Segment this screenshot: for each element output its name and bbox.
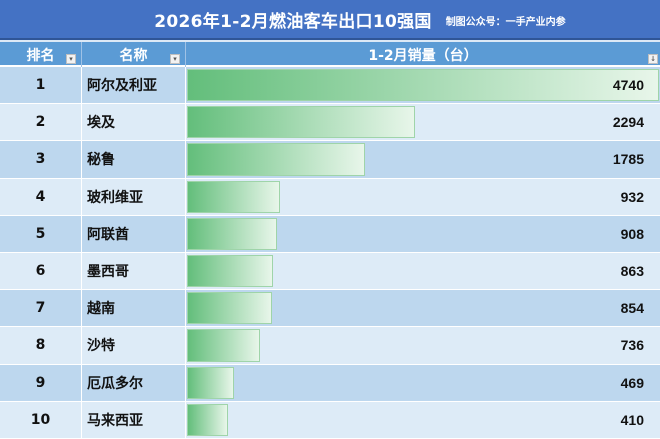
title-bar: 2026年1-2月燃油客车出口10强国 制图公众号：一手产业内参 — [0, 0, 660, 40]
name-cell[interactable]: 沙特 — [82, 327, 186, 364]
name-cell[interactable]: 墨西哥 — [82, 252, 186, 290]
sales-value: 854 — [620, 300, 644, 317]
name-cell[interactable]: 秘鲁 — [82, 141, 186, 178]
sales-value: 863 — [620, 263, 644, 280]
table-body: 1 阿尔及利亚 4740 2 埃及 2294 3 秘鲁 1785 4 玻利维亚 932 5 阿联酋 908 6… — [0, 67, 660, 439]
country-name: 厄瓜多尔 — [87, 375, 143, 392]
sales-value: 932 — [620, 188, 644, 205]
table-row[interactable]: 1 阿尔及利亚 4740 — [0, 67, 660, 105]
rank-cell[interactable]: 3 — [0, 141, 82, 178]
sales-cell[interactable]: 1785 — [186, 141, 660, 177]
sales-cell[interactable]: 854 — [186, 290, 660, 326]
column-header-rank[interactable]: 排名 ▾ — [0, 42, 82, 67]
country-name: 沙特 — [87, 338, 115, 355]
data-bar — [187, 292, 272, 325]
sort-desc-icon[interactable]: ↓ — [648, 54, 658, 64]
column-header-sales[interactable]: 1-2月销量（台） ↓ — [186, 42, 660, 67]
data-bar — [187, 254, 273, 288]
country-name: 秘鲁 — [87, 152, 115, 169]
data-bar — [187, 106, 415, 139]
name-cell[interactable]: 阿联酋 — [82, 215, 186, 252]
sales-cell[interactable]: 932 — [186, 179, 660, 215]
rank-value: 1 — [35, 77, 46, 94]
data-bar — [187, 143, 365, 176]
country-name: 越南 — [87, 301, 115, 318]
rank-value: 3 — [35, 151, 46, 168]
rank-value: 7 — [35, 300, 46, 317]
country-name: 墨西哥 — [87, 264, 129, 281]
sales-cell[interactable]: 908 — [186, 216, 660, 252]
sales-cell[interactable]: 2294 — [186, 104, 660, 140]
table-header: 排名 ▾ 名称 ▾ 1-2月销量（台） ↓ — [0, 42, 660, 67]
table-row[interactable]: 3 秘鲁 1785 — [0, 141, 660, 179]
table-row[interactable]: 2 埃及 2294 — [0, 104, 660, 142]
rank-cell[interactable]: 5 — [0, 215, 82, 252]
rank-value: 8 — [35, 337, 46, 354]
rank-value: 5 — [35, 225, 46, 242]
data-bar — [187, 180, 280, 213]
table-row[interactable]: 10 马来西亚 410 — [0, 401, 660, 439]
sales-value: 2294 — [612, 114, 644, 131]
rank-cell[interactable]: 1 — [0, 67, 82, 104]
country-name: 马来西亚 — [87, 412, 143, 429]
filter-dropdown-icon[interactable]: ▾ — [66, 54, 76, 64]
rank-value: 2 — [35, 114, 46, 131]
sales-cell[interactable]: 4740 — [186, 67, 660, 103]
rank-value: 10 — [30, 411, 51, 428]
column-header-sales-label: 1-2月销量（台） — [368, 47, 478, 64]
country-name: 埃及 — [87, 115, 115, 132]
table-row[interactable]: 4 玻利维亚 932 — [0, 178, 660, 216]
rank-value: 6 — [35, 263, 46, 280]
sales-value: 908 — [620, 225, 644, 242]
name-cell[interactable]: 厄瓜多尔 — [82, 364, 186, 401]
data-bar — [187, 69, 659, 102]
name-cell[interactable]: 越南 — [82, 290, 186, 327]
name-cell[interactable]: 埃及 — [82, 104, 186, 141]
data-bar — [187, 217, 277, 250]
column-header-name-label: 名称 — [119, 47, 148, 64]
sales-value: 410 — [620, 411, 644, 428]
name-cell[interactable]: 玻利维亚 — [82, 178, 186, 215]
rank-value: 4 — [35, 188, 46, 205]
rank-cell[interactable]: 8 — [0, 327, 82, 364]
data-bar — [187, 329, 260, 362]
rank-value: 9 — [35, 374, 46, 391]
sales-cell[interactable]: 469 — [186, 365, 660, 401]
table-row[interactable]: 5 阿联酋 908 — [0, 215, 660, 253]
column-header-name[interactable]: 名称 ▾ — [82, 42, 186, 67]
table-row[interactable]: 9 厄瓜多尔 469 — [0, 364, 660, 402]
table-row[interactable]: 7 越南 854 — [0, 290, 660, 328]
name-cell[interactable]: 阿尔及利亚 — [82, 67, 186, 104]
sales-value: 469 — [620, 374, 644, 391]
chart-title: 2026年1-2月燃油客车出口10强国 — [154, 11, 432, 32]
data-bar — [187, 366, 234, 399]
rank-cell[interactable]: 9 — [0, 364, 82, 401]
rank-cell[interactable]: 7 — [0, 290, 82, 327]
sales-cell[interactable]: 863 — [186, 253, 660, 289]
sales-cell[interactable]: 736 — [186, 327, 660, 363]
rank-cell[interactable]: 6 — [0, 252, 82, 290]
column-header-rank-label: 排名 — [26, 47, 55, 64]
rank-cell[interactable]: 10 — [0, 401, 82, 438]
country-name: 玻利维亚 — [87, 189, 143, 206]
sales-value: 4740 — [612, 77, 644, 94]
chart-subtitle: 制图公众号：一手产业内参 — [445, 17, 566, 28]
table-row[interactable]: 6 墨西哥 863 — [0, 252, 660, 291]
name-cell[interactable]: 马来西亚 — [82, 401, 186, 438]
filter-dropdown-icon[interactable]: ▾ — [170, 54, 180, 64]
country-name: 阿尔及利亚 — [87, 78, 157, 95]
sales-value: 736 — [620, 337, 644, 354]
sales-cell[interactable]: 410 — [186, 402, 660, 438]
sales-value: 1785 — [612, 151, 644, 168]
table-row[interactable]: 8 沙特 736 — [0, 327, 660, 365]
data-bar — [187, 403, 228, 436]
rank-cell[interactable]: 4 — [0, 178, 82, 215]
rank-cell[interactable]: 2 — [0, 104, 82, 141]
country-name: 阿联酋 — [87, 226, 129, 243]
